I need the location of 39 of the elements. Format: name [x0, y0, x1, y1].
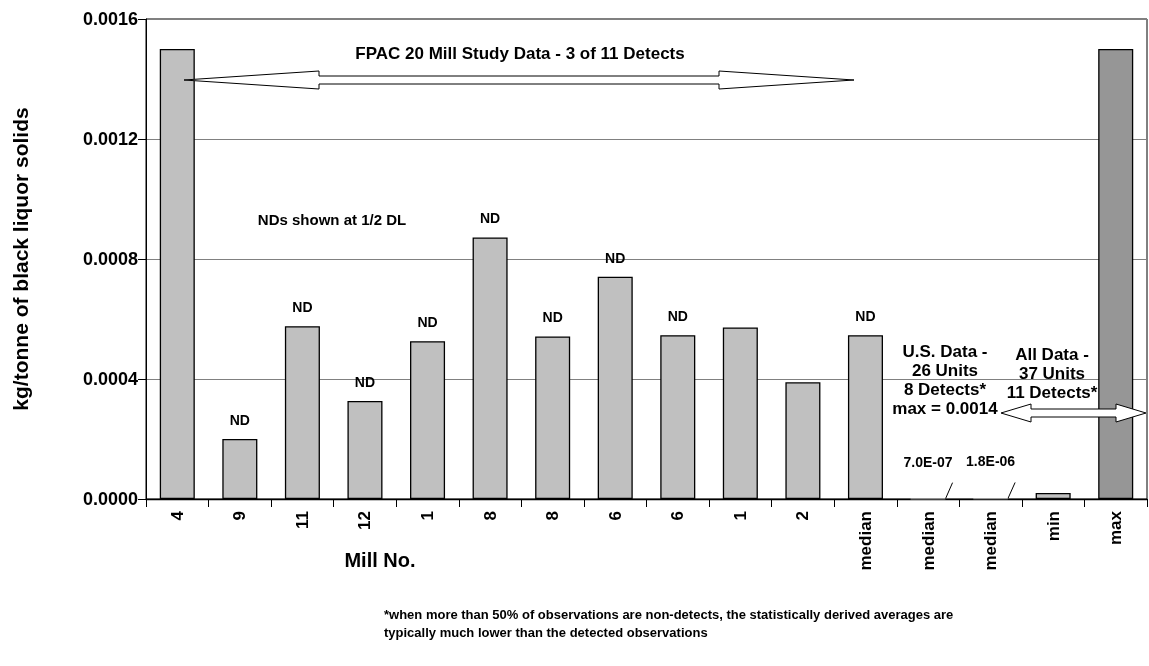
x-axis-title: Mill No.: [344, 549, 416, 571]
y-tick-label: 0.0016: [82, 9, 138, 29]
y-tick-label: 0.0004: [82, 369, 138, 389]
y-tick-label: 0.0000: [82, 489, 138, 509]
annotation: U.S. Data - 26 Units 8 Detects* max = 0.0014: [892, 342, 999, 418]
x-tick-label: 1: [418, 511, 438, 521]
text: *when more than 50% of observations are non-detects, the statistically derived averages are typically much lower than the detected observations: [384, 606, 957, 640]
data-label: ND: [229, 412, 250, 428]
data-label: ND: [667, 308, 688, 325]
data-label: ND: [479, 210, 501, 227]
x-tick-label: min: [1043, 511, 1063, 542]
x-tick-label: median: [918, 511, 938, 571]
x-tick-label: 2: [793, 511, 813, 521]
x-tick-label: 12: [355, 511, 375, 530]
x-tick-label: 6: [668, 511, 688, 521]
data-label: 7.0E-07: [903, 453, 953, 470]
data-label: ND: [292, 299, 313, 316]
x-tick-label: 4: [167, 510, 187, 521]
x-tick-label: 11: [292, 511, 312, 529]
annotation: FPAC 20 Mill Study Data - 3 of 11 Detects: [355, 44, 685, 63]
x-tick-label: median: [855, 511, 875, 571]
data-label: ND: [542, 309, 563, 326]
data-label: ND: [855, 308, 876, 325]
x-tick-label: 1: [730, 511, 750, 521]
x-tick-label: max: [1106, 510, 1126, 546]
data-label: 1.8E-06: [966, 453, 1016, 470]
annotation: NDs shown at 1/2 DL: [257, 211, 407, 228]
y-tick-label: 0.0008: [82, 249, 138, 269]
data-label: ND: [605, 249, 626, 266]
x-tick-label: median: [981, 511, 1001, 571]
x-tick-label: 8: [480, 511, 500, 521]
y-axis-title: kg/tonne of black liquor solids: [9, 107, 32, 411]
y-tick-label: 0.0012: [82, 129, 138, 149]
annotation: All Data - 37 Units 11 Detects*: [1006, 345, 1098, 402]
data-label: ND: [354, 373, 376, 390]
x-tick-label: 8: [543, 511, 563, 521]
x-tick-label: 9: [230, 511, 250, 521]
x-tick-label: 6: [605, 511, 625, 521]
data-label: ND: [417, 314, 438, 331]
